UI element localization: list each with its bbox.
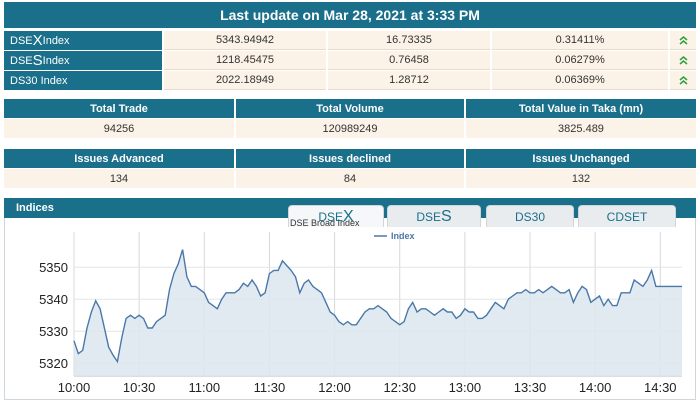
index-value-cell: 2022.18949	[164, 71, 326, 90]
x-tick-label: 10:30	[123, 380, 156, 395]
trade-header-label: Total Volume	[316, 102, 384, 115]
index-value-cell: 1218.45475	[164, 51, 326, 70]
index-value: 5343.94942	[215, 34, 275, 46]
legend-label-index: Index	[391, 231, 415, 241]
x-tick-label: 11:00	[188, 380, 220, 395]
up-arrows-icon	[670, 71, 696, 90]
index-row-label[interactable]: DS30 Index	[4, 71, 162, 90]
index-change: 16.73335	[386, 34, 432, 46]
series-area-index	[74, 249, 682, 376]
issues-value-cell: 132	[466, 169, 696, 188]
up-arrows-icon	[670, 31, 696, 50]
index-change-cell: 0.76458	[328, 51, 490, 70]
x-tick-label: 10:00	[58, 380, 91, 395]
index-percent-cell: 0.06369%	[492, 71, 668, 90]
chart-axis-labels: 10:00 10:30 11:00 11:30 12:00 12:30 13:00 13:30…	[39, 260, 676, 395]
issues-header: Issues Unchanged	[466, 149, 696, 168]
index-change: 0.76458	[389, 54, 429, 66]
index-row-label[interactable]: DSE S Index	[4, 51, 162, 70]
x-tick-label: 14:00	[579, 380, 612, 395]
last-update-title: Last update on Mar 28, 2021 at 3:33 PM	[220, 7, 480, 23]
issues-value: 134	[109, 172, 129, 185]
y-tick-label: 5330	[39, 324, 68, 339]
trade-header: Total Value in Taka (mn)	[466, 99, 696, 118]
index-row-label[interactable]: DSE X Index	[4, 31, 162, 50]
index-percent-cell: 0.31411%	[492, 31, 668, 50]
tab-ds30[interactable]: DS30	[486, 205, 574, 227]
index-percent: 0.06369%	[555, 74, 605, 86]
index-label-suffix: Index	[42, 54, 70, 67]
index-change-cell: 16.73335	[328, 31, 490, 50]
index-value-cell: 5343.94942	[164, 31, 326, 50]
tab-label-prefix: DS30	[514, 209, 546, 224]
issues-header-label: Issues Advanced	[74, 152, 164, 165]
x-tick-label: 13:30	[514, 380, 547, 395]
trade-header: Total Volume	[236, 99, 464, 118]
index-change-cell: 1.28712	[328, 71, 490, 90]
index-change: 1.28712	[389, 74, 429, 86]
x-tick-label: 14:30	[644, 380, 677, 395]
tab-label-prefix: CDSET	[606, 209, 648, 224]
tab-label-prefix: DSE	[416, 209, 441, 224]
tab-label-big: X	[343, 207, 354, 225]
index-label-prefix: DSE	[10, 34, 33, 47]
trade-header: Total Trade	[4, 99, 234, 118]
issues-value-cell: 134	[4, 169, 234, 188]
trade-value: 120989249	[322, 122, 378, 135]
index-label-prefix: DSE	[10, 54, 33, 67]
last-update-bar: Last update on Mar 28, 2021 at 3:33 PM	[4, 2, 696, 28]
tab-cdset[interactable]: CDSET	[578, 205, 676, 227]
trade-value: 94256	[103, 122, 135, 135]
tab-label-big: S	[441, 207, 452, 225]
trade-header-label: Total Value in Taka (mn)	[518, 102, 644, 115]
issues-value: 84	[343, 172, 357, 185]
y-tick-label: 5350	[39, 260, 68, 275]
series-line-index[interactable]	[73, 249, 682, 364]
index-label-prefix: DS30 Index	[10, 74, 68, 87]
index-percent: 0.06279%	[555, 54, 605, 66]
index-label-suffix: Index	[42, 34, 70, 47]
index-value: 2022.18949	[215, 74, 275, 86]
issues-header: Issues declined	[236, 149, 464, 168]
y-tick-label: 5340	[39, 292, 68, 307]
index-percent: 0.31411%	[555, 34, 605, 46]
trade-value-cell: 94256	[4, 119, 234, 138]
trade-header-label: Total Trade	[90, 102, 148, 115]
up-arrows-icon	[670, 51, 696, 70]
x-tick-label: 13:00	[449, 380, 482, 395]
tab-dses[interactable]: DSE S	[387, 205, 481, 227]
index-percent-cell: 0.06279%	[492, 51, 668, 70]
trade-value-cell: 3825.489	[466, 119, 696, 138]
index-value: 1218.45475	[215, 54, 275, 66]
issues-value: 132	[571, 172, 591, 185]
issues-header-label: Issues Unchanged	[532, 152, 630, 165]
indices-panel-title: Indices	[16, 202, 54, 214]
y-tick-label: 5320	[39, 356, 68, 371]
chart-series	[73, 249, 682, 376]
index-label-big: S	[32, 52, 43, 69]
issues-header: Issues Advanced	[4, 149, 234, 168]
x-tick-label: 11:30	[254, 380, 286, 395]
x-tick-label: 12:00	[318, 380, 351, 395]
index-label-big: X	[32, 32, 43, 49]
tab-label-prefix: DSE	[318, 209, 343, 224]
x-tick-label: 12:30	[383, 380, 416, 395]
trade-value: 3825.489	[558, 122, 604, 135]
trade-value-cell: 120989249	[236, 119, 464, 138]
tab-dsex[interactable]: DSE X	[288, 205, 384, 227]
chart-title: DSE Broad Index	[290, 218, 360, 228]
issues-value-cell: 84	[236, 169, 464, 188]
issues-header-label: Issues declined	[309, 152, 391, 165]
